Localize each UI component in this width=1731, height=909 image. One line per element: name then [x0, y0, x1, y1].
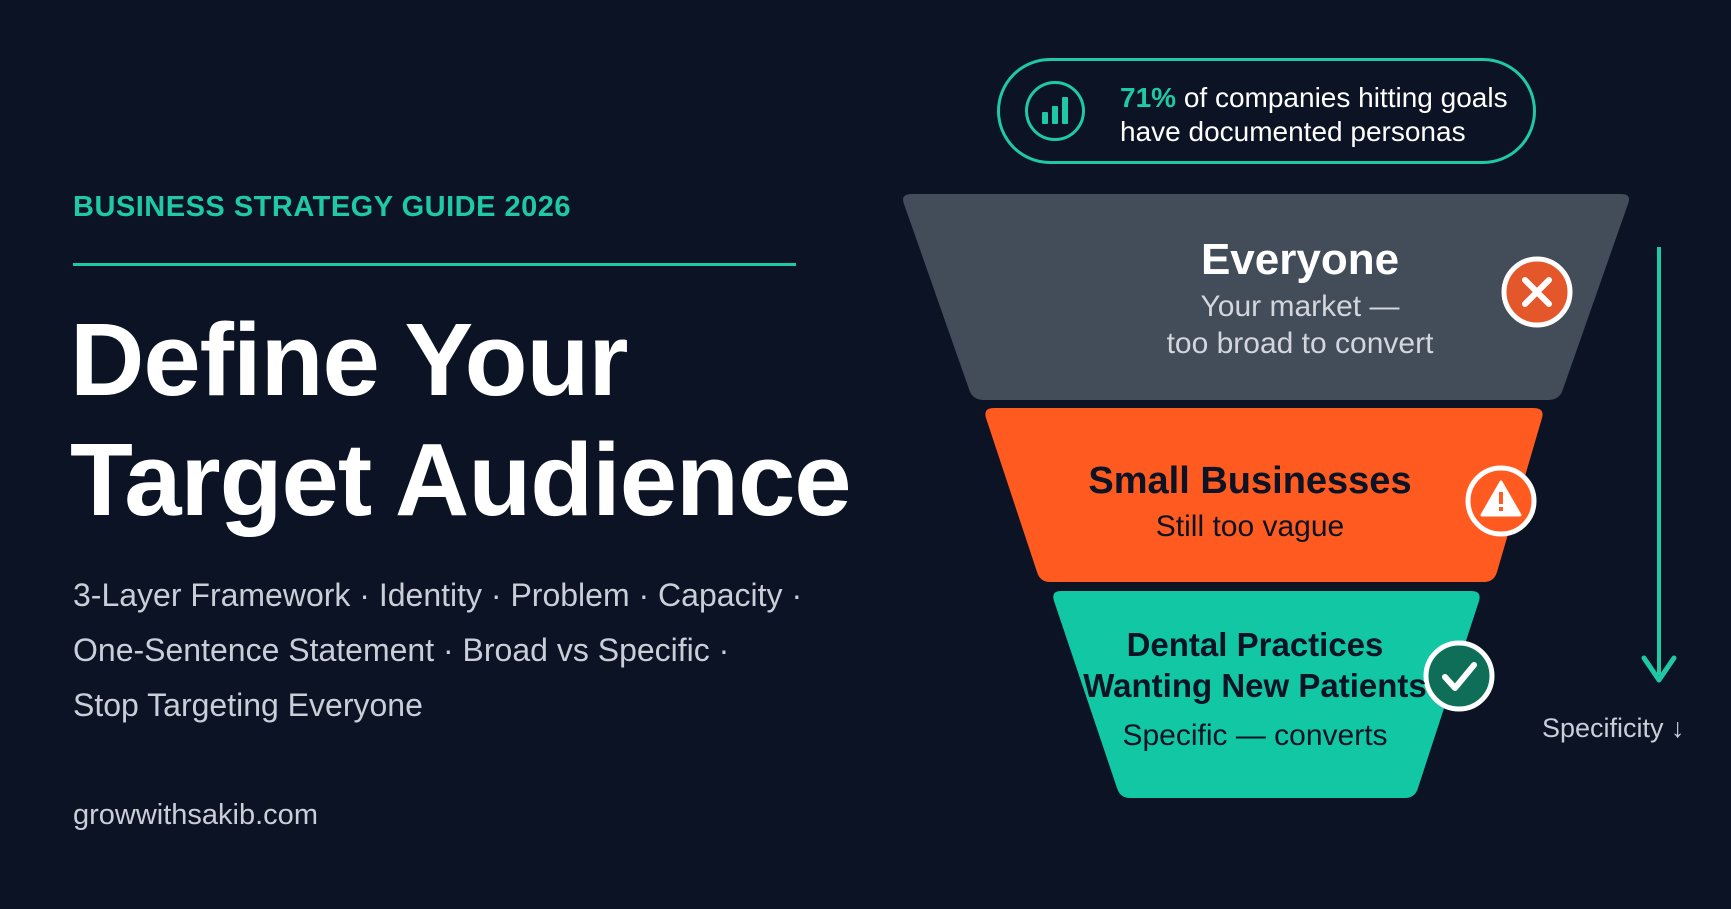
- stat-line-1: of companies hitting goals: [1176, 82, 1508, 113]
- page-title: Define Your Target Audience: [70, 300, 870, 540]
- tier-small-businesses-text: Small Businesses Still too vague: [1050, 456, 1450, 548]
- warning-icon: [1465, 465, 1537, 537]
- down-arrow-icon: [1641, 247, 1677, 683]
- check-mark-icon: [1423, 640, 1495, 712]
- tier-subtitle: Your market —: [1200, 290, 1400, 323]
- divider-line: [73, 263, 796, 266]
- specificity-label: Specificity ↓: [1542, 713, 1685, 743]
- tier-title: Dental Practices: [1126, 626, 1384, 663]
- x-mark-icon: [1501, 256, 1573, 328]
- funnel-tier-everyone: [903, 194, 1630, 400]
- tier-title: Small Businesses: [1088, 460, 1412, 502]
- subtitle-line-3: Stop Targeting Everyone: [73, 687, 423, 723]
- subtitle-line-2: One-Sentence Statement · Broad vs Specif…: [73, 632, 730, 668]
- bar-chart-icon: [1025, 81, 1085, 141]
- stat-callout: 71% of companies hitting goals have docu…: [997, 58, 1536, 164]
- tier-subtitle: too broad to convert: [1166, 327, 1434, 360]
- tier-subtitle: Specific — converts: [1122, 719, 1388, 752]
- subtitle-line-1: 3-Layer Framework · Identity · Problem ·…: [73, 577, 803, 613]
- guide-eyebrow: BUSINESS STRATEGY GUIDE 2026: [73, 191, 572, 223]
- title-line-1: Define Your: [70, 302, 629, 417]
- title-line-2: Target Audience: [70, 422, 852, 537]
- funnel-tier-dental-practices: [1053, 591, 1480, 798]
- stat-value: 71%: [1120, 82, 1177, 113]
- website-url: growwithsakib.com: [73, 799, 318, 831]
- tier-title: Everyone: [1200, 235, 1400, 284]
- funnel-tier-small-businesses: [985, 408, 1543, 582]
- stat-line-2: have documented personas: [1120, 116, 1466, 147]
- stat-text: 71% of companies hitting goals have docu…: [1120, 81, 1508, 149]
- tier-title: Wanting New Patients: [1083, 667, 1427, 704]
- subtitle: 3-Layer Framework · Identity · Problem ·…: [73, 568, 873, 733]
- tier-dental-practices-text: Dental Practices Wanting New Patients Sp…: [1050, 624, 1460, 756]
- tier-subtitle: Still too vague: [1155, 510, 1345, 543]
- tier-everyone-text: Everyone Your market — too broad to conv…: [1080, 232, 1520, 362]
